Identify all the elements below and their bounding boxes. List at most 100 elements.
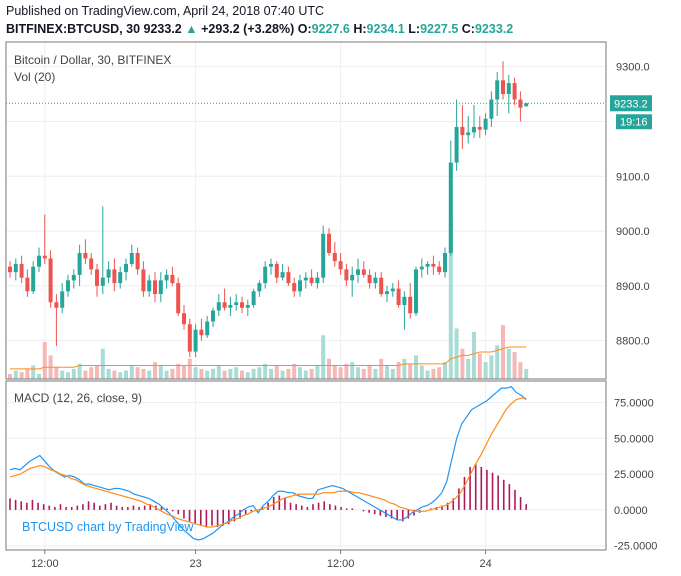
volume-bar (187, 358, 192, 379)
symbol-label: BITFINEX:BTCUSD, 30 (6, 22, 141, 36)
candle-body (228, 305, 233, 308)
volume-bar (193, 367, 198, 379)
low-label: L: (408, 22, 421, 36)
time-tick-label: 12:00 (327, 558, 355, 570)
volume-bar (356, 367, 360, 379)
candle-body (37, 255, 41, 267)
open-label: O: (297, 22, 312, 36)
volume-bar (240, 370, 244, 379)
volume-bar (338, 367, 343, 379)
candle-body (54, 302, 59, 308)
volume-bar (506, 348, 511, 379)
candle-body (129, 252, 134, 264)
candle-body (182, 313, 186, 325)
grid-lines (6, 42, 606, 550)
candle-body (199, 329, 204, 336)
volume-bar (361, 368, 366, 379)
candle-body (216, 302, 221, 311)
candle-body (60, 291, 65, 308)
volume-bar (524, 368, 529, 379)
candle-body (153, 280, 157, 295)
candle-body (205, 321, 210, 336)
candle-body (222, 302, 227, 308)
volume-bar (228, 368, 233, 379)
volume-bar (495, 345, 500, 379)
high-label: H: (353, 22, 367, 36)
candle-body (443, 252, 447, 273)
candle-body (454, 126, 459, 163)
time-axis[interactable]: 12:00 23 12:00 24 (31, 550, 492, 570)
candle-body (321, 233, 326, 278)
volume-bar (396, 362, 401, 379)
candle-body (118, 272, 123, 284)
candle-body (431, 263, 436, 267)
volume-bar (112, 370, 117, 379)
candle-body (95, 269, 99, 286)
candle-body (338, 261, 343, 270)
candle-body (350, 274, 355, 281)
candle-body (506, 83, 511, 95)
candle-body (187, 324, 192, 352)
volume-bar (483, 362, 488, 379)
volume-bar (379, 358, 384, 379)
volume-bar (501, 325, 505, 379)
candle-body (332, 252, 337, 262)
volume-bar (303, 370, 308, 379)
candle-body (460, 126, 465, 136)
candle-body (303, 277, 308, 281)
open-value: 9227.6 (311, 22, 350, 36)
volume-bar (13, 370, 18, 379)
macd-pane-border (5, 380, 607, 551)
volume-bar (19, 372, 24, 379)
volume-bar (437, 367, 442, 379)
volume-bar (274, 365, 279, 379)
price-tick-label: 9000.0 (616, 226, 650, 238)
last-price-tag-box (610, 95, 652, 112)
low-value: 9227.5 (420, 22, 459, 36)
candle-body (31, 266, 36, 292)
volume-bar (153, 362, 157, 379)
volume-bar (431, 368, 436, 379)
volume-bar (466, 358, 471, 379)
volume-bar (60, 370, 65, 379)
volume-ma-line (10, 346, 527, 370)
volume-bar (454, 328, 459, 379)
up-arrow-icon: ▲ (185, 22, 198, 36)
candle-body (25, 277, 30, 292)
volume-bar (298, 367, 302, 379)
macd-histogram (9, 464, 528, 528)
candle-body (176, 283, 181, 314)
volume-bar (89, 367, 94, 379)
volume-bar (512, 352, 517, 379)
macd-tick-label: 0.0000 (614, 505, 648, 517)
candle-body (269, 263, 273, 267)
last-price-value: 9233.2 (143, 22, 182, 36)
candle-body (8, 266, 12, 273)
price-tick-label: 8800.0 (616, 336, 650, 348)
candle-body (448, 162, 453, 253)
candle-body (292, 283, 297, 292)
volume-bar (518, 362, 523, 379)
macd-tick-label: -25.0000 (614, 541, 657, 553)
candle-body (501, 80, 505, 95)
volume-bar (147, 370, 152, 379)
volume-bar (31, 365, 36, 379)
volume-bar (385, 365, 389, 379)
macd-axis[interactable]: 75.0000 50.0000 25.0000 0.0000 -25.0000 (614, 397, 657, 552)
candle-body (408, 296, 413, 314)
watermark: BTCUSD chart by TradingView (22, 520, 194, 534)
candle-body (489, 99, 494, 119)
volume-bar (408, 363, 413, 379)
price-pane-title: Bitcoin / Dollar, 30, BITFINEX (14, 53, 172, 67)
volume-bar (106, 368, 111, 379)
candle-body (135, 252, 140, 270)
volume-bar (170, 368, 175, 379)
candle-body (315, 277, 320, 284)
price-tick-label: 9300.0 (616, 62, 650, 74)
volume-bar (373, 368, 378, 379)
candle-body (472, 126, 476, 133)
volume-bar (419, 365, 424, 379)
macd-tick-label: 50.0000 (614, 433, 654, 445)
candle-body (477, 126, 482, 130)
